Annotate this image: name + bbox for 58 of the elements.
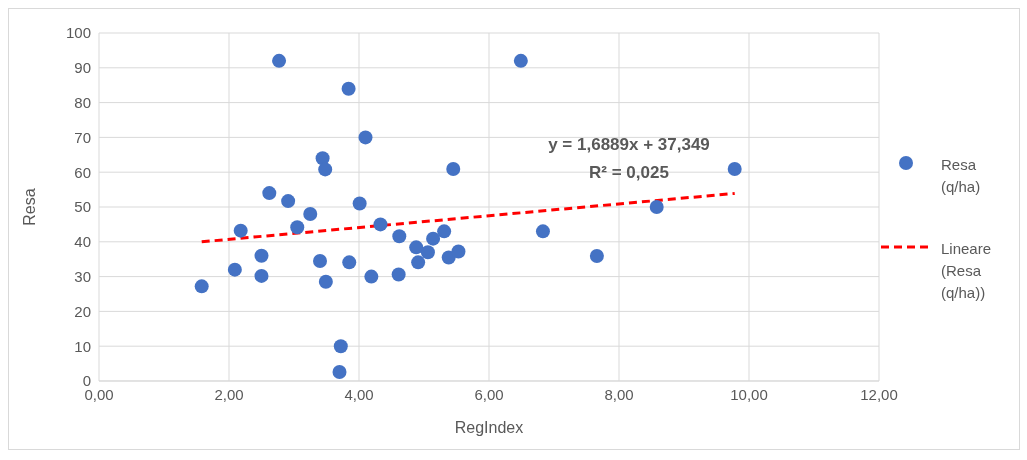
y-tick-label: 10 xyxy=(74,337,91,355)
point xyxy=(318,162,333,177)
legend-label: Lineare (Resa (q/ha)) xyxy=(941,239,993,303)
point xyxy=(342,255,357,270)
point xyxy=(315,151,330,166)
point xyxy=(313,253,327,268)
point xyxy=(254,248,269,263)
point xyxy=(364,269,379,284)
point xyxy=(194,279,209,294)
point xyxy=(233,223,248,238)
point xyxy=(254,268,269,283)
point xyxy=(281,194,296,209)
point xyxy=(411,255,426,270)
x-tick-label: 8,00 xyxy=(604,385,634,403)
y-tick-label: 80 xyxy=(74,93,91,111)
point xyxy=(358,130,373,145)
point xyxy=(589,249,604,264)
point xyxy=(272,53,287,68)
y-axis-title: Resa xyxy=(20,188,38,226)
y-tick-label: 70 xyxy=(74,128,91,146)
point xyxy=(437,224,452,239)
x-tick-label: 4,00 xyxy=(344,385,374,403)
x-tick-label: 10,00 xyxy=(730,385,768,403)
y-tick-label: 40 xyxy=(74,233,91,251)
point xyxy=(391,267,406,282)
point xyxy=(649,200,664,214)
point xyxy=(392,229,407,244)
y-tick-label: 30 xyxy=(74,267,91,285)
point xyxy=(290,220,305,235)
point xyxy=(426,231,441,246)
x-tick-label: 2,00 xyxy=(214,385,244,403)
point xyxy=(727,162,742,177)
y-tick-label: 60 xyxy=(74,163,91,181)
point xyxy=(373,217,388,232)
annotation: y = 1,6889x + 37,349 xyxy=(547,135,711,155)
x-tick-label: 12,00 xyxy=(860,385,898,403)
y-tick-label: 100 xyxy=(65,24,91,42)
point xyxy=(451,244,466,259)
point xyxy=(333,339,348,354)
y-tick-label: 20 xyxy=(74,302,91,320)
point xyxy=(318,274,333,289)
point xyxy=(446,162,461,177)
point xyxy=(227,262,242,277)
point xyxy=(420,245,435,260)
x-axis-title: RegIndex xyxy=(454,419,524,436)
point xyxy=(535,224,550,239)
point xyxy=(303,206,318,221)
point xyxy=(262,186,277,201)
point xyxy=(332,364,347,379)
y-tick-label: 50 xyxy=(74,198,91,216)
x-tick-label: 6,00 xyxy=(474,385,504,403)
point xyxy=(341,81,356,96)
point xyxy=(513,53,528,68)
annotation: R² = 0,025 xyxy=(588,163,670,183)
point xyxy=(352,196,367,211)
legend-label: Resa (q/ha) xyxy=(941,155,982,197)
y-tick-label: 90 xyxy=(74,59,91,77)
point xyxy=(409,240,424,255)
